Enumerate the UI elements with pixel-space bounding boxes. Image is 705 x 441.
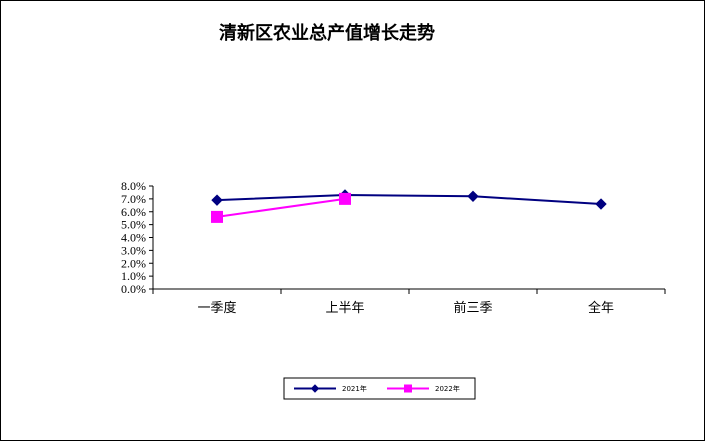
series-line-2 bbox=[216, 197, 346, 218]
legend-entry-1: 2021年 bbox=[294, 384, 367, 393]
x-tick-label: 上半年 bbox=[325, 301, 364, 316]
series-2 bbox=[211, 192, 351, 223]
x-tick-label: 全年 bbox=[588, 300, 614, 316]
data-point bbox=[339, 192, 351, 205]
y-tick-label: 0.0% bbox=[121, 282, 146, 296]
legend: 2021年 2022年 bbox=[283, 377, 476, 400]
x-tick-label: 一季度 bbox=[197, 300, 236, 316]
y-tick-label: 5.0% bbox=[121, 218, 146, 232]
series-1 bbox=[211, 189, 607, 210]
data-point bbox=[211, 194, 223, 206]
y-tick-label: 6.0% bbox=[121, 205, 146, 219]
y-tick-label: 3.0% bbox=[121, 243, 146, 257]
chart-title: 清新区农业总产值增长走势 bbox=[219, 22, 435, 44]
y-tick-label: 8.0% bbox=[121, 179, 146, 193]
axes: 0.0%1.0%2.0%3.0%4.0%5.0%6.0%7.0%8.0% 一季度 上… bbox=[121, 179, 666, 316]
legend-box bbox=[283, 377, 476, 400]
series-layer bbox=[211, 189, 607, 223]
x-tick-label: 前三季 bbox=[453, 300, 492, 316]
y-tick-label: 1.0% bbox=[121, 269, 146, 283]
data-point bbox=[211, 210, 223, 223]
legend-label: 2022年 bbox=[435, 384, 460, 393]
y-tick-label: 7.0% bbox=[121, 192, 146, 206]
data-point bbox=[595, 198, 607, 210]
data-point bbox=[467, 190, 479, 203]
y-tick-label: 4.0% bbox=[121, 231, 146, 245]
legend-entry-2: 2022年 bbox=[387, 384, 460, 393]
legend-swatch-marker bbox=[310, 384, 320, 393]
series-line-1 bbox=[216, 194, 602, 206]
legend-label: 2021年 bbox=[342, 384, 367, 393]
y-tick-label: 2.0% bbox=[121, 256, 146, 270]
legend-swatch-marker bbox=[404, 384, 412, 393]
